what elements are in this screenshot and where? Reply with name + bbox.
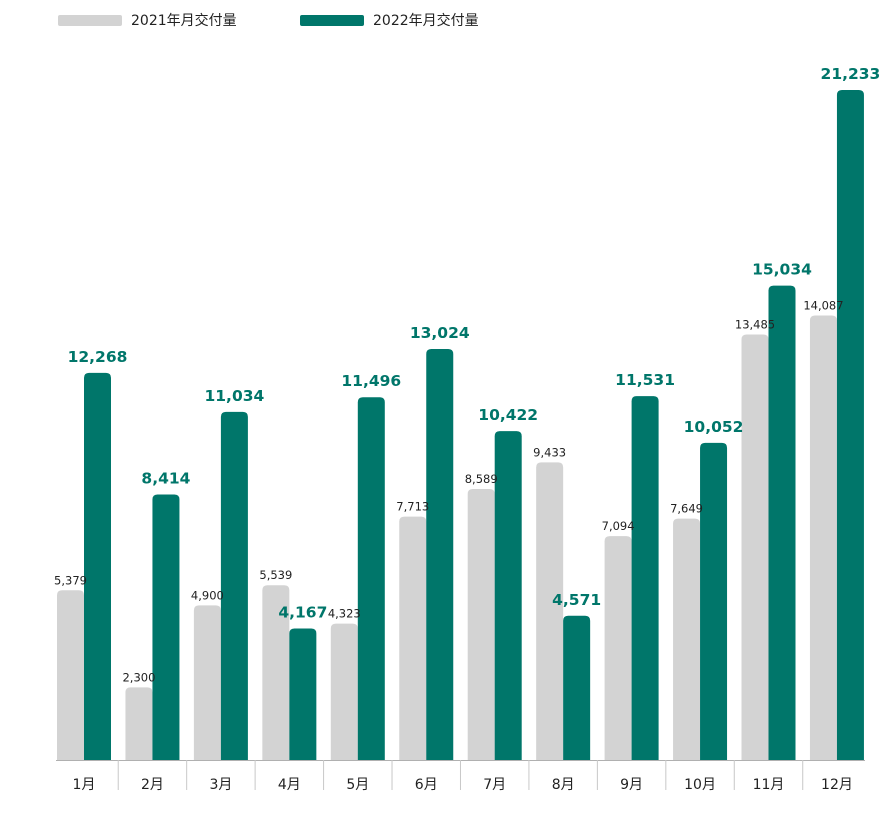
x-tick-label-10: 10月 [684, 777, 716, 793]
bar-2021-11 [741, 334, 769, 760]
x-tick-label-8: 8月 [552, 777, 575, 793]
value-label-2021-2: 2,300 [122, 670, 155, 684]
bar-2022-6 [426, 349, 454, 760]
bar-2022-8 [563, 615, 591, 760]
bar-2022-5 [357, 397, 385, 760]
value-label-2022-8: 4,571 [552, 591, 601, 609]
value-label-2022-2: 8,414 [141, 469, 190, 487]
bar-2022-10 [700, 442, 728, 760]
value-label-2021-11: 13,485 [735, 317, 775, 331]
value-label-2021-1: 5,379 [54, 573, 87, 587]
legend-swatch-2022 [300, 15, 364, 26]
value-label-2021-4: 5,539 [259, 568, 292, 582]
value-label-2022-7: 10,422 [478, 406, 538, 424]
bar-2021-6 [399, 516, 427, 760]
bar-2021-12 [809, 315, 837, 760]
bar-2022-9 [631, 396, 659, 760]
bar-2021-7 [467, 488, 495, 760]
legend-label-2021: 2021年月交付量 [131, 12, 237, 29]
bar-2021-8 [536, 462, 564, 760]
value-label-2021-7: 8,589 [465, 472, 498, 486]
x-tick-label-5: 5月 [346, 777, 369, 793]
value-label-2022-10: 10,052 [684, 418, 744, 436]
value-label-2021-12: 14,087 [803, 298, 843, 312]
bar-2022-11 [768, 285, 796, 760]
value-label-2021-5: 4,323 [328, 607, 361, 621]
value-label-2022-4: 4,167 [278, 604, 327, 622]
bar-2021-2 [125, 687, 153, 760]
x-tick-label-9: 9月 [620, 777, 643, 793]
bar-2021-9 [604, 536, 632, 760]
value-label-2022-12: 21,233 [821, 65, 881, 83]
bar-2021-5 [330, 623, 358, 760]
x-tick-label-6: 6月 [415, 777, 438, 793]
bar-2022-1 [84, 372, 111, 760]
x-tick-label-3: 3月 [209, 777, 232, 793]
legend-swatch-2021 [58, 15, 122, 26]
value-label-2022-3: 11,034 [204, 387, 264, 405]
bar-2022-3 [220, 411, 248, 760]
value-label-2022-11: 15,034 [752, 261, 812, 279]
bar-2021-4 [262, 585, 290, 760]
value-label-2021-8: 9,433 [533, 445, 566, 459]
bar-2021-3 [193, 605, 221, 760]
x-tick-label-7: 7月 [483, 777, 506, 793]
bar-2022-2 [152, 494, 180, 760]
value-label-2022-6: 13,024 [410, 324, 470, 342]
x-tick-label-4: 4月 [278, 777, 301, 793]
bar-2021-1 [57, 590, 84, 760]
bar-2022-4 [289, 628, 317, 760]
value-label-2022-5: 11,496 [341, 372, 401, 390]
value-label-2021-10: 7,649 [670, 502, 703, 516]
bar-2022-7 [494, 431, 522, 760]
bars [57, 90, 864, 760]
value-label-2022-1: 12,268 [68, 348, 128, 366]
bar-2021-10 [673, 518, 701, 760]
value-labels: 5,379 12,268 2,300 8,414 4,900 11,034 5,539 4,1… [54, 65, 880, 684]
x-tick-label-1: 1月 [73, 777, 96, 793]
legend: 2021年月交付量 2022年月交付量 [58, 12, 479, 29]
value-label-2021-3: 4,900 [191, 588, 224, 602]
x-tick-label-2: 2月 [141, 777, 164, 793]
value-label-2021-9: 7,094 [602, 519, 635, 533]
legend-label-2022: 2022年月交付量 [373, 12, 479, 29]
x-tick-label-11: 11月 [753, 777, 785, 793]
x-axis: 1月 2月 3月 4月 5月 6月 7月 8月 9月 10月 11月 12月 [56, 760, 865, 793]
value-label-2022-9: 11,531 [615, 371, 675, 389]
bar-2022-12 [836, 90, 864, 760]
value-label-2021-6: 7,713 [396, 500, 429, 514]
x-tick-label-12: 12月 [821, 777, 853, 793]
